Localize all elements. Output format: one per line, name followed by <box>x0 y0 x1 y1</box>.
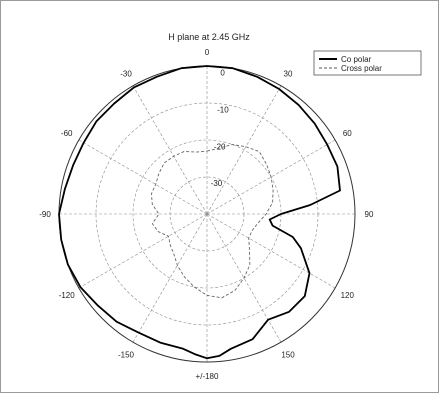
radial-tick-label: 0 <box>220 69 225 78</box>
grid-circle <box>169 176 245 252</box>
angle-tick-label: 60 <box>343 129 352 138</box>
grid-spoke <box>132 85 208 215</box>
legend: Co polar Cross polar <box>313 50 422 76</box>
angle-tick-label: -120 <box>59 291 76 300</box>
angle-tick-label: 120 <box>341 291 355 300</box>
series-cross-polar-line <box>150 144 274 299</box>
grid-spoke <box>206 213 336 289</box>
angle-tick-labels: 0 30 60 90 120 150 +/-180 -150 -120 -90 -60 -30 <box>39 48 374 381</box>
radial-tick-label: -10 <box>217 105 229 114</box>
legend-label-cross-polar: Cross polar <box>341 64 382 73</box>
radial-tick-label: -30 <box>211 179 223 188</box>
angle-tick-label: -90 <box>39 210 51 219</box>
radial-tick-label: -20 <box>214 142 226 151</box>
radial-tick-labels: 0 -10 -20 -30 <box>211 69 230 189</box>
angle-tick-label: +/-180 <box>196 372 219 381</box>
legend-label-co-polar: Co polar <box>341 55 372 64</box>
chart-title: H plane at 2.45 GHz <box>168 32 250 42</box>
grid-spoke <box>78 213 208 289</box>
angle-tick-label: 90 <box>365 210 374 219</box>
series-co-polar-line <box>58 65 341 360</box>
grid-circle <box>95 102 319 326</box>
angle-tick-label: -60 <box>61 129 73 138</box>
angle-tick-label: 0 <box>205 48 210 57</box>
angle-tick-label: -30 <box>120 70 132 79</box>
series-layer <box>58 65 341 360</box>
legend-box <box>313 50 422 76</box>
angle-tick-label: 30 <box>284 70 293 79</box>
grid-spoke <box>132 213 208 343</box>
polar-grid <box>58 65 356 363</box>
angle-tick-label: 150 <box>281 350 295 359</box>
angle-tick-label: -150 <box>118 350 135 359</box>
